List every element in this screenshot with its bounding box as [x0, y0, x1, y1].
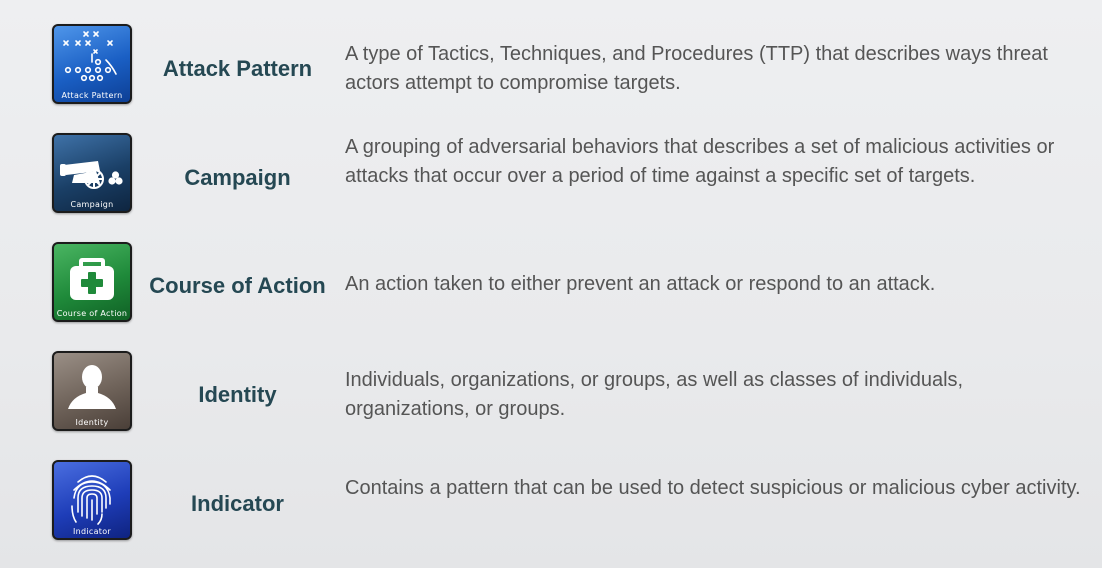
indicator-icon: Indicator — [52, 460, 132, 540]
list-item: Indicator Indicator Contains a pattern t… — [0, 454, 1102, 564]
term-description: A grouping of adversarial behaviors that… — [345, 136, 1055, 187]
term-label: Course of Action — [149, 273, 326, 298]
cannon-graphic — [60, 161, 123, 189]
icon-caption: Attack Pattern — [61, 91, 123, 100]
term-description: A type of Tactics, Techniques, and Proce… — [345, 43, 1048, 94]
term-label: Campaign — [184, 165, 291, 190]
play-diagram-graphic — [63, 31, 117, 82]
term-description: Contains a pattern that can be used to d… — [345, 477, 1081, 499]
icon-caption: Indicator — [72, 527, 112, 536]
icon-caption: Campaign — [70, 200, 114, 209]
term-label: Indicator — [191, 491, 284, 516]
identity-icon: Identity — [52, 351, 132, 431]
fingerprint-graphic — [71, 475, 111, 525]
list-item: Course of Action Course of Action An act… — [0, 236, 1102, 346]
term-label: Attack Pattern — [162, 56, 313, 81]
person-silhouette-graphic — [68, 365, 116, 409]
icon-caption: Identity — [75, 418, 109, 427]
term-description: An action taken to either prevent an att… — [345, 273, 936, 295]
campaign-icon: Campaign — [52, 133, 132, 213]
list-item: Identity Identity Individuals, organizat… — [0, 345, 1102, 455]
course-of-action-icon: Course of Action — [52, 242, 132, 322]
term-label: Identity — [198, 382, 277, 407]
list-item: Attack Pattern Attack Pattern A type of … — [0, 18, 1102, 128]
first-aid-kit-graphic — [70, 258, 114, 300]
attack-pattern-icon: Attack Pattern — [52, 24, 132, 104]
list-item: Campaign Campaign A grouping of adversar… — [0, 127, 1102, 237]
icon-caption: Course of Action — [56, 309, 128, 318]
term-description: Individuals, organizations, or groups, a… — [345, 369, 964, 420]
